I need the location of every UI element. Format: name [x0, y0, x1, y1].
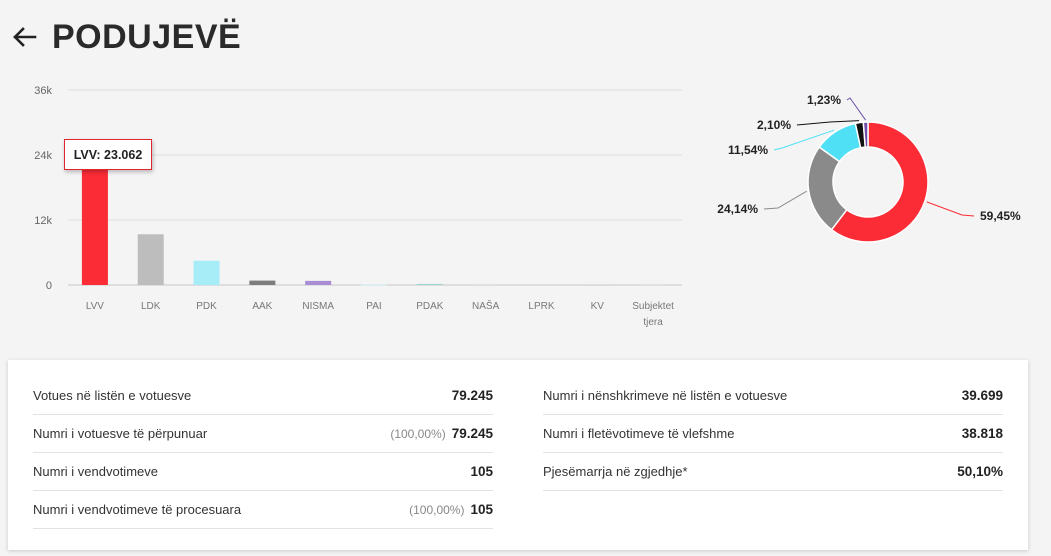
- y-tick-label: 0: [46, 280, 52, 292]
- arrow-left-icon: [13, 27, 37, 47]
- bar-pdk[interactable]: [193, 260, 220, 285]
- donut-slice-label: 11,54%: [728, 143, 768, 157]
- stat-value: 38.818: [961, 425, 1003, 441]
- x-tick-label: tjera: [643, 317, 663, 328]
- stat-label: Numri i votuesve të përpunuar: [33, 426, 208, 441]
- x-tick-label: PDK: [196, 301, 217, 312]
- stat-value-group: (100,00%) 105: [409, 501, 493, 519]
- stat-label: Numri i fletëvotimeve të vlefshme: [543, 426, 735, 441]
- stat-row: Pjesëmarrja në zgjedhje* 50,10%: [543, 453, 1003, 491]
- stat-value: 105: [470, 501, 493, 517]
- stat-value-group: (100,00%) 79.245: [390, 425, 493, 443]
- stat-label: Votues në listën e votuesve: [33, 388, 192, 403]
- stats-card: Votues në listën e votuesve 79.245 Numri i…: [8, 360, 1028, 550]
- bar-pdak[interactable]: [416, 283, 443, 285]
- bar-kv[interactable]: [584, 284, 611, 286]
- x-tick-label: KV: [591, 301, 605, 312]
- stat-value-group: 39.699: [962, 387, 1003, 405]
- x-tick-label: LVV: [86, 301, 104, 312]
- stat-value: 105: [470, 463, 493, 479]
- stat-value-group: 105: [470, 463, 493, 481]
- stat-row: Numri i votuesve të përpunuar (100,00%) 79…: [33, 415, 493, 453]
- back-button[interactable]: [8, 21, 40, 53]
- stat-label: Numri i nënshkrimeve në listën e votuesv…: [543, 388, 788, 403]
- stat-row: Votues në listën e votuesve 79.245: [33, 377, 493, 415]
- bar-subjektet-tjera[interactable]: [640, 284, 667, 286]
- bar-nisma[interactable]: [305, 280, 332, 285]
- donut-leader-line: [773, 129, 835, 151]
- stat-row: Numri i vendvotimeve 105: [33, 453, 493, 491]
- donut-slice-label: 59,45%: [980, 209, 1021, 223]
- stat-label: Numri i vendvotimeve: [33, 464, 158, 479]
- stat-row: Numri i nënshkrimeve në listën e votuesv…: [543, 377, 1003, 415]
- x-tick-label: PDAK: [416, 301, 444, 312]
- page-title: PODUJEVË: [52, 17, 242, 56]
- y-tick-label: 24k: [34, 150, 52, 162]
- x-tick-label: LPRK: [528, 301, 554, 312]
- stat-value-group: 50,10%: [957, 463, 1003, 481]
- stat-value-group: 79.245: [452, 387, 493, 405]
- x-tick-label: PAI: [366, 301, 381, 312]
- donut-slice-label: 24,14%: [717, 202, 758, 216]
- donut-leader-line: [846, 97, 866, 121]
- bar-pai[interactable]: [361, 284, 387, 286]
- bar-aak[interactable]: [249, 280, 276, 285]
- bar-ldk[interactable]: [137, 234, 164, 285]
- x-tick-label: LDK: [141, 301, 161, 312]
- donut-slice-label: 2,10%: [757, 118, 791, 132]
- bar-tooltip: LVV: 23.062: [64, 139, 152, 170]
- y-tick-label: 36k: [34, 85, 52, 97]
- bar-chart: 0 12k 24k 36k LVV LDK PDK AAK NISMA PAI PDAK NAŠA LP…: [34, 85, 682, 328]
- y-tick-label: 12k: [34, 215, 52, 227]
- donut-leader-line: [926, 201, 975, 217]
- x-tick-label: NAŠA: [472, 299, 500, 312]
- donut-chart: 59,45% 24,14% 11,54% 2,10% 1,23%: [717, 93, 1021, 243]
- donut-leader-line: [763, 190, 807, 210]
- x-tick-label: Subjektet: [632, 301, 674, 312]
- stats-left-column: Votues në listën e votuesve 79.245 Numri i…: [33, 377, 493, 529]
- donut-leader-line: [796, 120, 860, 126]
- stat-value: 39.699: [961, 387, 1003, 403]
- bar-lprk[interactable]: [528, 284, 555, 286]
- stat-label: Pjesëmarrja në zgjedhje*: [543, 464, 688, 479]
- stat-value: 50,10%: [957, 463, 1003, 479]
- x-tick-label: NISMA: [302, 301, 334, 312]
- donut-slice[interactable]: [830, 121, 929, 243]
- stat-value: 79.245: [451, 387, 493, 403]
- donut-slice-label: 1,23%: [807, 93, 841, 107]
- bar-lvv[interactable]: [81, 160, 108, 285]
- donut-slice[interactable]: [862, 121, 869, 148]
- stat-row: Numri i vendvotimeve të procesuara (100,0…: [33, 491, 493, 529]
- stat-value: 79.245: [451, 425, 493, 441]
- stat-value-group: 38.818: [962, 425, 1003, 443]
- stat-label: Numri i vendvotimeve të procesuara: [33, 502, 242, 517]
- page-header: PODUJEVË: [8, 14, 241, 60]
- stat-row: Numri i fletëvotimeve të vlefshme 38.818: [543, 415, 1003, 453]
- x-tick-label: AAK: [252, 301, 272, 312]
- stat-percent: (100,00%): [409, 502, 465, 517]
- stats-right-column: Numri i nënshkrimeve në listën e votuesv…: [543, 377, 1003, 491]
- stat-percent: (100,00%): [390, 426, 446, 441]
- bar-naša[interactable]: [472, 284, 499, 286]
